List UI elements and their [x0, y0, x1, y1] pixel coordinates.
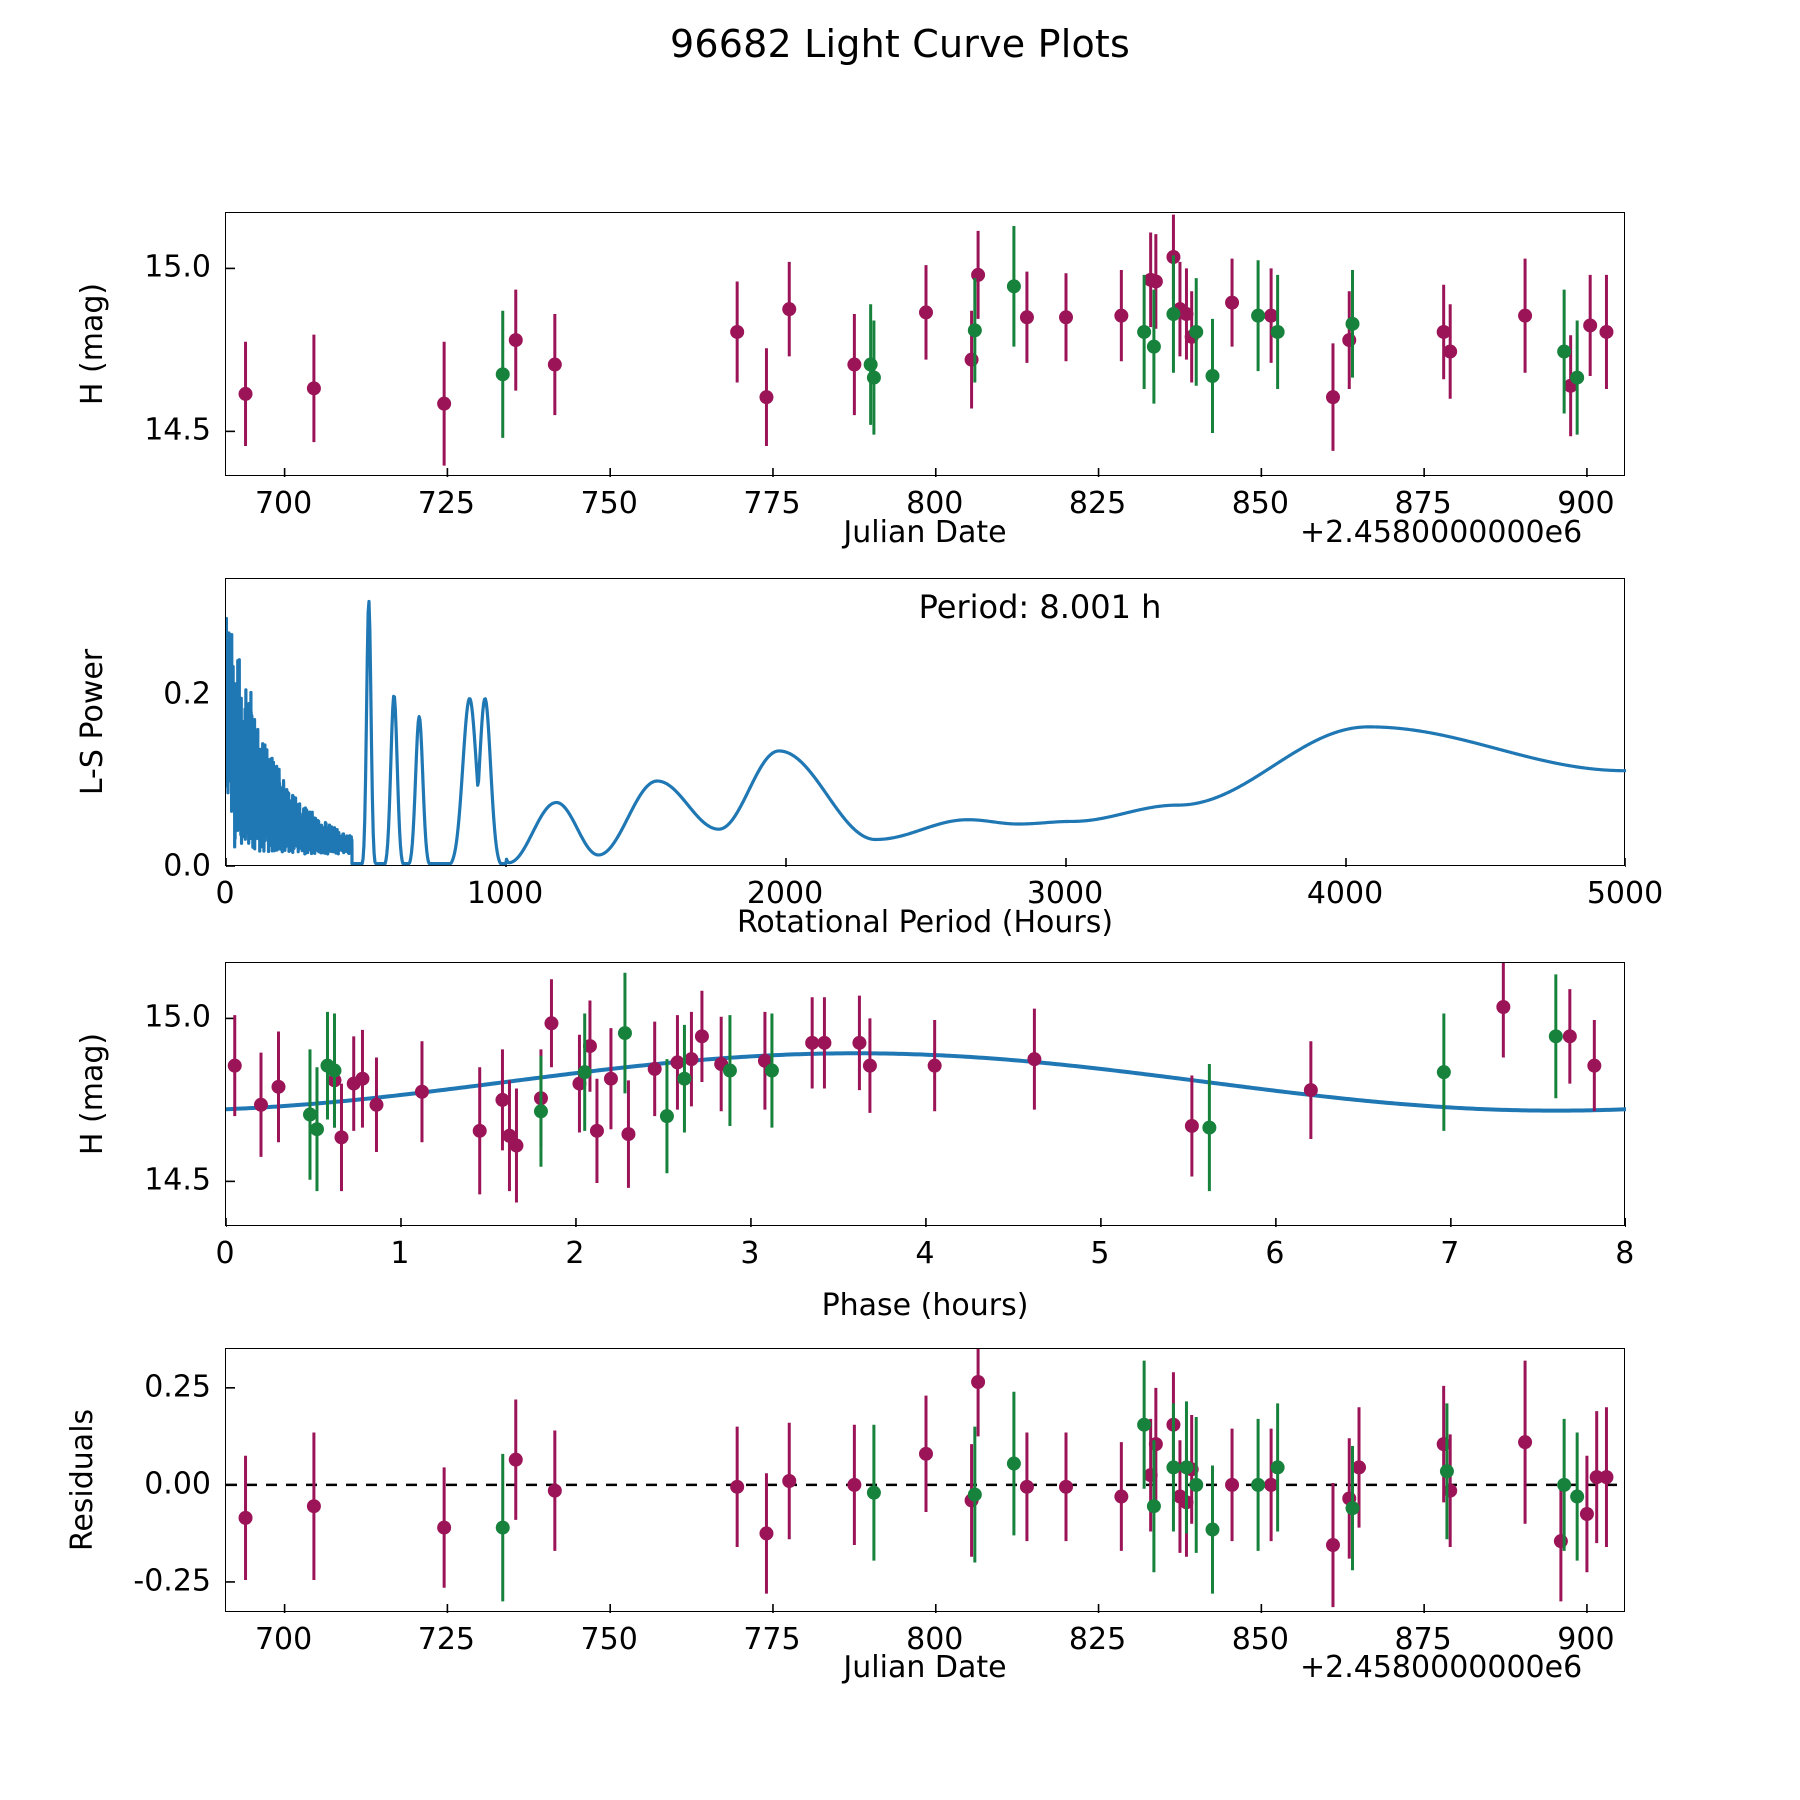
residuals-ytick--0.25: -0.25 — [133, 1563, 211, 1599]
period-annotation: Period: 8.001 h — [918, 588, 1162, 626]
residuals-xtick-875: 875 — [1394, 1622, 1452, 1657]
residuals-plot-area — [226, 1349, 1626, 1613]
residuals-x-axis-label: Julian Date — [843, 1650, 1007, 1685]
phase-folded-plot-area — [226, 963, 1626, 1227]
residuals-xtick-775: 775 — [743, 1622, 801, 1657]
lightcurve-xtick-700: 700 — [254, 486, 313, 521]
phase-folded-xtick-7: 7 — [1440, 1236, 1460, 1271]
phase-folded-y-axis-label: H (mag) — [75, 1032, 110, 1156]
lightcurve-plot-panel — [225, 212, 1625, 477]
periodogram-xtick-1000: 1000 — [466, 876, 544, 911]
lightcurve-xtick-725: 725 — [417, 486, 476, 521]
phase-folded-xtick-5: 5 — [1090, 1236, 1110, 1271]
residuals-xtick-850: 850 — [1231, 1622, 1289, 1657]
lightcurve-xtick-875: 875 — [1394, 486, 1452, 521]
residuals-xtick-750: 750 — [580, 1622, 638, 1657]
residuals-x-offset-text: +2.4580000000e6 — [1300, 1650, 1583, 1685]
phase-folded-xtick-3: 3 — [740, 1236, 760, 1271]
periodogram-xtick-5000: 5000 — [1586, 876, 1664, 911]
figure-title: 96682 Light Curve Plots — [669, 22, 1131, 66]
lightcurve-x-axis-label: Julian Date — [843, 515, 1007, 550]
residuals-ytick-0: 0.00 — [144, 1466, 211, 1502]
phase-folded-plot-panel — [225, 962, 1626, 1227]
lightcurve-ytick-14.5: 14.5 — [144, 412, 211, 448]
residuals-xtick-725: 725 — [417, 1622, 476, 1657]
ls-power-curve — [226, 599, 1626, 866]
periodogram-x-axis-label: Rotational Period (Hours) — [736, 905, 1114, 940]
periodogram-y-axis-label: L-S Power — [75, 648, 110, 796]
residuals-xtick-800: 800 — [906, 1622, 964, 1657]
periodogram-xtick-0: 0 — [215, 876, 235, 911]
residuals-xtick-825: 825 — [1068, 1622, 1127, 1657]
phase-folded-xtick-4: 4 — [915, 1236, 935, 1271]
phase-folded-xtick-8: 8 — [1615, 1236, 1635, 1271]
lightcurve-x-offset-text: +2.4580000000e6 — [1300, 515, 1583, 550]
lightcurve-xtick-850: 850 — [1231, 486, 1289, 521]
lightcurve-series-green-band — [495, 226, 1585, 438]
periodogram-xtick-2000: 2000 — [746, 876, 824, 911]
periodogram-ytick-0: 0.0 — [163, 848, 211, 884]
phase-folded-series-purple-band — [227, 963, 1602, 1203]
lightcurve-y-axis-label: H (mag) — [75, 282, 110, 406]
phase-folded-xtick-1: 1 — [390, 1236, 410, 1271]
periodogram-plot-panel — [225, 578, 1626, 867]
periodogram-plot-area — [226, 599, 1626, 867]
periodogram-ytick-0.2: 0.2 — [163, 676, 211, 712]
lightcurve-xtick-825: 825 — [1068, 486, 1127, 521]
lightcurve-xtick-800: 800 — [906, 486, 964, 521]
phase-folded-x-axis-label: Phase (hours) — [821, 1288, 1029, 1323]
phase-folded-xtick-2: 2 — [565, 1236, 585, 1271]
phase-folded-xtick-6: 6 — [1265, 1236, 1285, 1271]
residuals-ytick-0.25: 0.25 — [144, 1369, 211, 1405]
phase-folded-ytick-14.5: 14.5 — [144, 1162, 211, 1198]
lightcurve-series-purple-band — [238, 214, 1614, 466]
residuals-series-green-band — [495, 1360, 1585, 1602]
residuals-plot-panel — [225, 1348, 1626, 1613]
periodogram-xtick-4000: 4000 — [1306, 876, 1384, 911]
residuals-xtick-900: 900 — [1557, 1622, 1615, 1657]
phase-folded-ytick-15: 15.0 — [144, 999, 211, 1035]
lightcurve-xtick-750: 750 — [580, 486, 638, 521]
lightcurve-ytick-15: 15.0 — [144, 249, 211, 285]
lightcurve-xtick-900: 900 — [1557, 486, 1615, 521]
lightcurve-xtick-775: 775 — [743, 486, 801, 521]
phase-folded-xtick-0: 0 — [215, 1236, 235, 1271]
residuals-series-purple-band — [238, 1349, 1614, 1608]
lightcurve-plot-area — [226, 214, 1614, 477]
periodogram-xtick-3000: 3000 — [1026, 876, 1104, 911]
phase-folded-series-green-band — [302, 972, 1563, 1192]
residuals-xtick-700: 700 — [254, 1622, 313, 1657]
